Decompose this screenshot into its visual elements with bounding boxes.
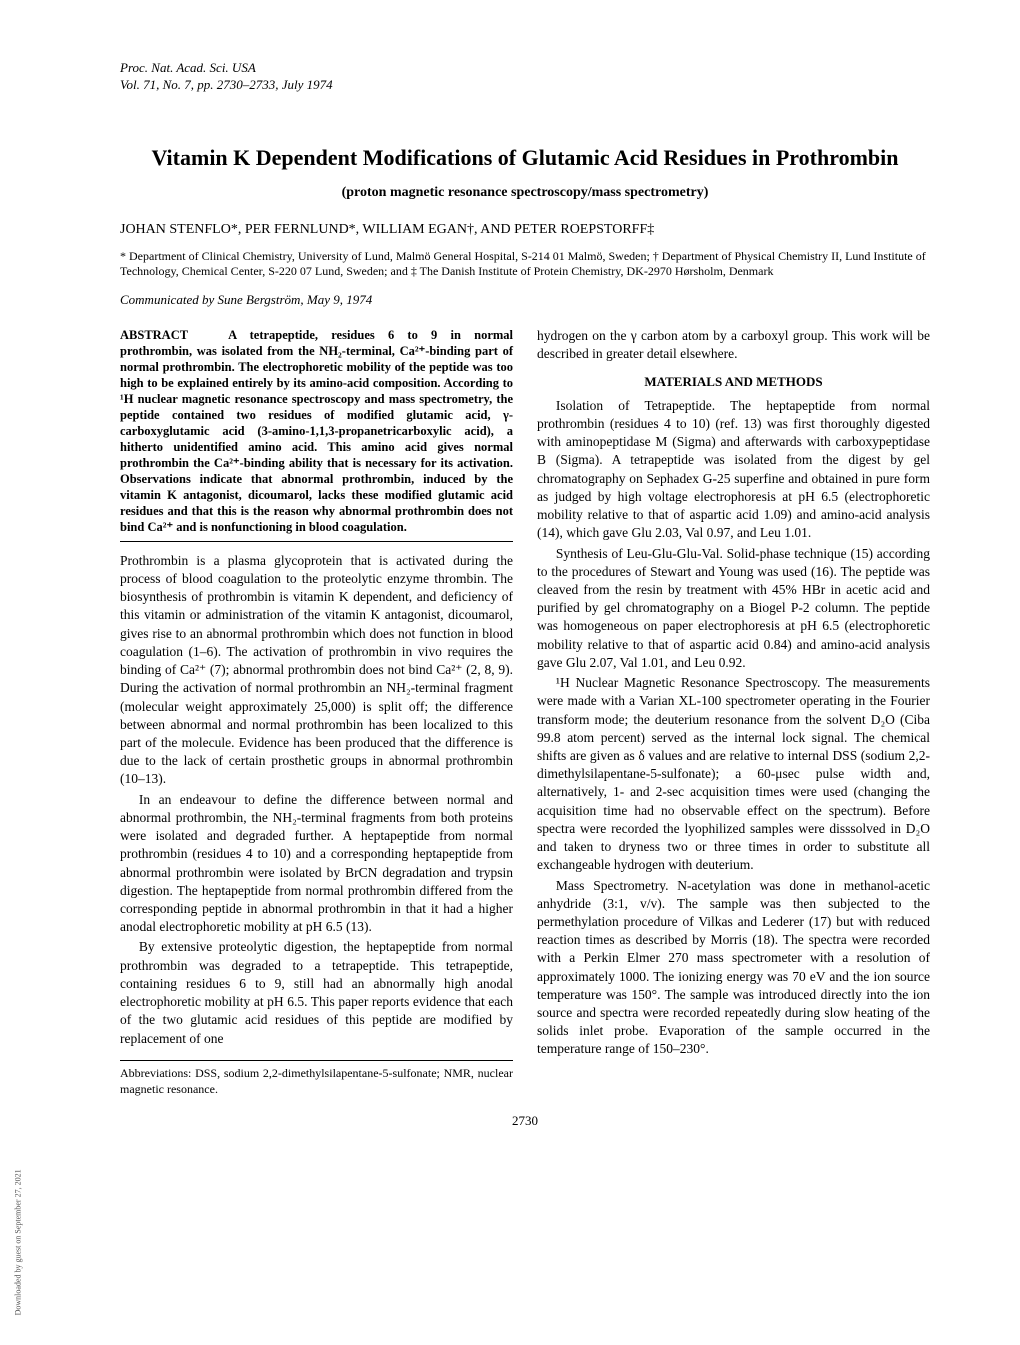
article-title: Vitamin K Dependent Modifications of Glu… [120, 144, 930, 173]
methods-p4: Mass Spectrometry. N-acetylation was don… [537, 877, 930, 1059]
abstract-separator [120, 541, 513, 542]
abstract-label: ABSTRACT [120, 327, 188, 343]
intro-p1: Prothrombin is a plasma glycoprotein tha… [120, 552, 513, 789]
journal-line2: Vol. 71, No. 7, pp. 2730–2733, July 1974 [120, 77, 930, 94]
left-column: ABSTRACTA tetrapeptide, residues 6 to 9 … [120, 327, 513, 1097]
right-p0: hydrogen on the γ carbon atom by a carbo… [537, 327, 930, 363]
page-number: 2730 [120, 1113, 930, 1130]
intro-p3: By extensive proteolytic digestion, the … [120, 938, 513, 1047]
journal-line1: Proc. Nat. Acad. Sci. USA [120, 60, 930, 77]
methods-p2: Synthesis of Leu-Glu-Glu-Val. Solid-phas… [537, 545, 930, 673]
journal-info: Proc. Nat. Acad. Sci. USA Vol. 71, No. 7… [120, 60, 930, 94]
intro-p2: In an endeavour to define the difference… [120, 791, 513, 937]
abstract-block: ABSTRACTA tetrapeptide, residues 6 to 9 … [120, 327, 513, 535]
article-subtitle: (proton magnetic resonance spectroscopy/… [120, 184, 930, 202]
abbreviations-footnote: Abbreviations: DSS, sodium 2,2-dimethyls… [120, 1060, 513, 1097]
download-watermark: Downloaded by guest on September 27, 202… [14, 1169, 24, 1315]
two-column-body: ABSTRACTA tetrapeptide, residues 6 to 9 … [120, 327, 930, 1097]
abstract-text: A tetrapeptide, residues 6 to 9 in norma… [120, 328, 513, 534]
section-heading-methods: MATERIALS AND METHODS [537, 373, 930, 391]
affiliations: * Department of Clinical Chemistry, Univ… [120, 249, 930, 280]
methods-p1: Isolation of Tetrapeptide. The heptapept… [537, 397, 930, 543]
authors: JOHAN STENFLO*, PER FERNLUND*, WILLIAM E… [120, 221, 930, 239]
right-column: hydrogen on the γ carbon atom by a carbo… [537, 327, 930, 1097]
communicated-by: Communicated by Sune Bergström, May 9, 1… [120, 292, 930, 309]
methods-p3: ¹H Nuclear Magnetic Resonance Spectrosco… [537, 674, 930, 874]
